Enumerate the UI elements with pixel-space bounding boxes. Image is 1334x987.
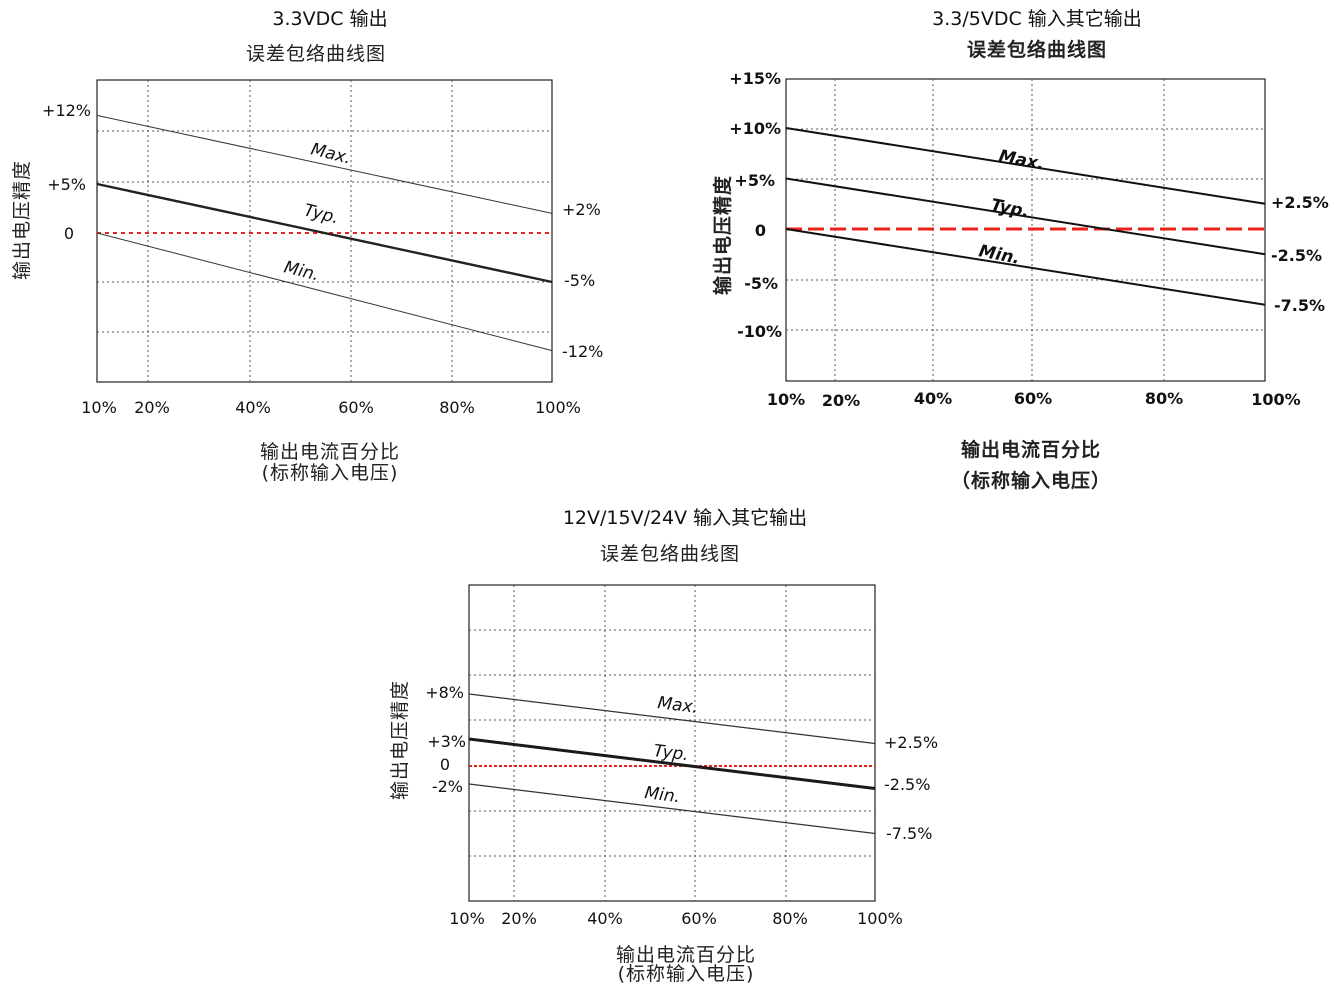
chart-2-series-max-line: [785, 127, 1266, 205]
chart-1-series-typ-line: [96, 182, 553, 284]
chart-3-right-label: -2.5%: [884, 775, 930, 794]
chart-3-series-min-line: [468, 783, 876, 835]
chart-1-x-tick: 60%: [338, 398, 374, 417]
chart-1-series-typ-label: Typ.: [302, 200, 341, 228]
chart-3-series-max-line: [468, 693, 876, 745]
chart-1-right-label: -5%: [564, 271, 595, 290]
chart-3-x-axis-note: (标称输入电压): [618, 963, 755, 985]
chart-3-x-axis-label: 输出电流百分比: [616, 944, 756, 966]
chart-2-x-tick: 80%: [1145, 389, 1183, 408]
chart-1-x-axis-label: 输出电流百分比: [260, 441, 400, 463]
chart-1-right-label: +2%: [562, 200, 601, 219]
chart-1-x-tick: 20%: [134, 398, 170, 417]
chart-2: 3.3/5VDC 输入其它输出 误差包络曲线图 Max. Typ. Min. +…: [711, 8, 1329, 492]
chart-3-right-label: -7.5%: [886, 824, 932, 843]
chart-1-grid: [97, 80, 552, 382]
chart-2-x-tick: 40%: [914, 389, 952, 408]
chart-3-x-tick: 80%: [772, 909, 808, 928]
chart-2-right-label: -7.5%: [1274, 296, 1325, 315]
chart-2-y-tick: +5%: [734, 171, 775, 190]
chart-2-y-tick: +15%: [729, 69, 781, 88]
chart-1-y-tick: +5%: [47, 175, 86, 194]
chart-1-x-tick: 10%: [81, 398, 117, 417]
chart-3-y-tick: -2%: [432, 777, 463, 796]
chart-2-x-tick: 60%: [1014, 389, 1052, 408]
chart-3-x-tick: 60%: [681, 909, 717, 928]
chart-2-y-axis-label: 输出电压精度: [711, 175, 734, 295]
chart-1-series-min-line: [96, 232, 553, 352]
chart-2-x-tick: 20%: [822, 391, 860, 410]
chart-2-series-typ-label: Typ.: [989, 195, 1031, 222]
chart-3-y-tick: +8%: [425, 683, 464, 702]
chart-3-series-max-label: Max.: [656, 693, 699, 718]
chart-3-y-tick: 0: [440, 755, 450, 774]
chart-3-x-tick: 20%: [501, 909, 537, 928]
chart-2-y-tick: 0: [755, 221, 766, 240]
chart-3-x-tick: 100%: [857, 909, 903, 928]
chart-3-x-tick: 40%: [587, 909, 623, 928]
chart-3-y-axis-label: 输出电压精度: [389, 680, 411, 800]
chart-3-y-tick: +3%: [427, 732, 466, 751]
chart-1-x-tick: 40%: [235, 398, 271, 417]
chart-3-right-label: +2.5%: [884, 733, 938, 752]
chart-1-x-tick: 100%: [535, 398, 581, 417]
chart-2-x-tick: 10%: [767, 390, 805, 409]
chart-1-y-axis-label: 输出电压精度: [11, 160, 33, 280]
chart-1-series-min-label: Min.: [282, 257, 321, 285]
chart-2-series-min-label: Min.: [977, 241, 1021, 269]
chart-1-y-tick: +12%: [42, 101, 91, 120]
chart-2-right-label: -2.5%: [1271, 246, 1322, 265]
chart-1-plot-frame: [96, 79, 553, 383]
chart-1-x-tick: 80%: [439, 398, 475, 417]
chart-2-y-tick: -10%: [737, 322, 782, 341]
chart-2-x-axis-label: 输出电流百分比: [961, 438, 1101, 461]
chart-1-y-tick: 0: [64, 224, 74, 243]
chart-2-series-min-line: [785, 228, 1266, 306]
chart-2-right-label: +2.5%: [1271, 193, 1329, 212]
chart-3-series-min-label: Min.: [643, 783, 681, 807]
chart-1-series-max-label: Max.: [309, 139, 353, 168]
chart-1: 3.3VDC 输出 误差包络曲线图 Max. Typ. Min. +12% +5…: [11, 8, 603, 484]
chart-3-series-typ-label: Typ.: [652, 741, 689, 765]
chart-3-title: 12V/15V/24V 输入其它输出: [563, 507, 807, 529]
chart-3-series-typ-line: [468, 737, 876, 790]
chart-3-x-tick: 10%: [449, 909, 485, 928]
chart-1-title: 3.3VDC 输出: [272, 8, 387, 30]
chart-3: 12V/15V/24V 输入其它输出 误差包络曲线图 Max. Typ. Min…: [389, 507, 938, 985]
chart-2-series-typ-line: [785, 177, 1266, 256]
chart-2-series-max-label: Max.: [997, 146, 1046, 174]
chart-2-y-tick: +10%: [729, 119, 781, 138]
chart-1-subtitle: 误差包络曲线图: [246, 43, 386, 65]
chart-3-subtitle: 误差包络曲线图: [600, 543, 740, 565]
chart-1-right-label: -12%: [562, 342, 603, 361]
chart-2-x-tick: 100%: [1251, 390, 1300, 409]
chart-2-subtitle: 误差包络曲线图: [967, 38, 1107, 61]
chart-2-y-tick: -5%: [744, 274, 778, 293]
chart-1-series-max-line: [96, 114, 553, 214]
chart-2-x-axis-note: （标称输入电压）: [951, 469, 1111, 492]
chart-2-title: 3.3/5VDC 输入其它输出: [932, 8, 1142, 30]
chart-1-x-axis-note: (标称输入电压): [262, 462, 399, 484]
